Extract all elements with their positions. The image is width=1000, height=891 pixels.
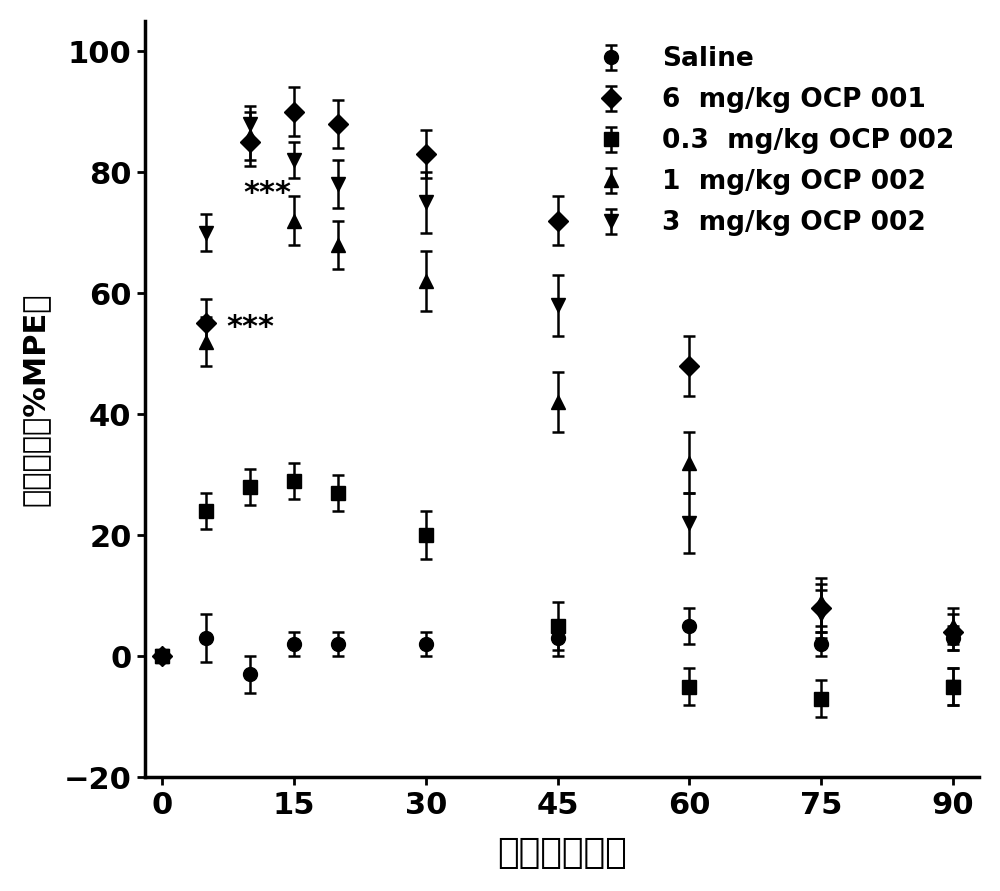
Text: ***: *** xyxy=(226,313,274,341)
Text: ***: *** xyxy=(244,179,292,208)
Legend: Saline, 6  mg/kg OCP 001, 0.3  mg/kg OCP 002, 1  mg/kg OCP 002, 3  mg/kg OCP 002: Saline, 6 mg/kg OCP 001, 0.3 mg/kg OCP 0… xyxy=(567,33,967,249)
X-axis label: 时间（分钟）: 时间（分钟） xyxy=(497,836,627,871)
Y-axis label: 镇痛效应（%MPE）: 镇痛效应（%MPE） xyxy=(21,292,50,506)
